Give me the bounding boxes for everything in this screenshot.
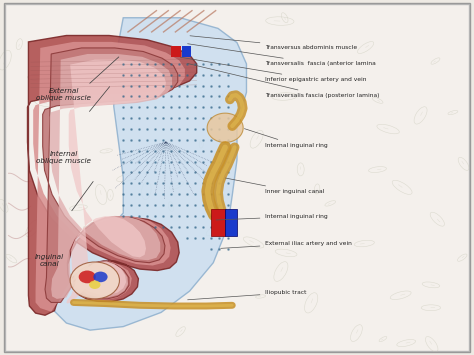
Bar: [225, 209, 237, 236]
Text: Inferior epigastric artery and vein: Inferior epigastric artery and vein: [181, 57, 367, 82]
Text: Internal inguinal ring: Internal inguinal ring: [216, 214, 328, 220]
Text: External
oblique muscle: External oblique muscle: [36, 88, 91, 100]
FancyBboxPatch shape: [5, 4, 469, 351]
Text: Inner inguinal canal: Inner inguinal canal: [226, 178, 325, 194]
Polygon shape: [47, 18, 246, 330]
Text: External iliac artery and vein: External iliac artery and vein: [221, 241, 352, 248]
Polygon shape: [43, 48, 178, 302]
Polygon shape: [207, 113, 243, 142]
Circle shape: [79, 271, 96, 283]
Bar: [211, 209, 225, 236]
Bar: [171, 46, 181, 57]
Text: Internal inguinal ring: Internal inguinal ring: [245, 129, 328, 148]
Circle shape: [70, 262, 119, 299]
Polygon shape: [33, 42, 185, 312]
Text: Transversus abdominis muscle: Transversus abdominis muscle: [190, 36, 357, 50]
Polygon shape: [50, 54, 172, 299]
Bar: [182, 46, 191, 57]
Text: Internal
oblique muscle: Internal oblique muscle: [36, 152, 91, 164]
Text: Inguinal
canal: Inguinal canal: [35, 255, 64, 267]
Polygon shape: [66, 60, 166, 304]
Text: Transversalis  fascia (anterior lamina: Transversalis fascia (anterior lamina: [188, 44, 376, 66]
Circle shape: [89, 280, 100, 289]
Text: Iliopubic tract: Iliopubic tract: [188, 290, 307, 300]
Circle shape: [93, 272, 108, 282]
Polygon shape: [27, 36, 197, 315]
Text: Transversalis fascia (posterior lamina): Transversalis fascia (posterior lamina): [188, 64, 380, 98]
